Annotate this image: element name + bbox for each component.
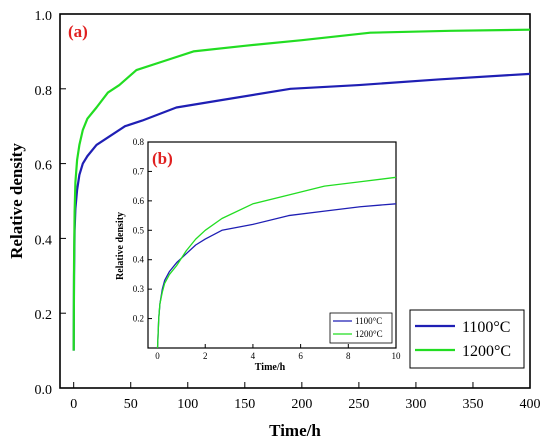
main-x-axis-title: Time/h [269, 421, 321, 440]
inset-y-tick-label: 0.7 [133, 166, 145, 176]
legend-label-1200: 1200°C [462, 343, 511, 360]
main-chart: 0.00.20.40.60.81.0 0 50 100 150 200 250 300 350… [7, 9, 541, 440]
inset-legend-label-1100: 1100°C [355, 316, 382, 326]
main-legend-box [409, 309, 525, 369]
main-legend: 1100°C 1200°C [409, 309, 525, 369]
inset-chart: 0.2 0.3 0.4 0.5 0.6 0.7 0.8 0 2 4 6 8 10 (b) Time/h… [115, 137, 401, 373]
inset-legend-label-1200: 1200°C [355, 329, 383, 339]
inset-y-tick-label: 0.8 [133, 137, 145, 147]
inset-x-tick-label: 6 [298, 351, 303, 361]
inset-legend-box [329, 312, 393, 344]
main-series-lines [72, 28, 531, 351]
main-x-tick-label: 250 [348, 397, 369, 412]
main-y-tick-label: 1.0 [35, 9, 53, 24]
inset-y-tick-label: 0.4 [133, 255, 145, 265]
main-y-tick-label: 0.0 [35, 383, 53, 398]
inset-y-axis-title: Relative density [115, 212, 126, 280]
main-y-axis-title: Relative density [7, 143, 26, 259]
inset-x-tick-label: 8 [346, 351, 351, 361]
main-x-tick-label: 300 [405, 397, 426, 412]
legend-label-1100: 1100°C [462, 319, 510, 336]
inset-plot-frame [147, 141, 397, 349]
main-series-line-1 [72, 28, 531, 351]
inset-y-tick-label: 0.5 [133, 225, 145, 235]
inset-x-tick-label: 2 [203, 351, 208, 361]
inset-y-axis: 0.2 0.3 0.4 0.5 0.6 0.7 0.8 [133, 137, 152, 324]
main-panel-label: (a) [68, 22, 88, 41]
inset-series-line-1 [156, 176, 397, 349]
main-x-tick-label: 0 [70, 397, 77, 412]
inset-y-tick-label: 0.3 [133, 284, 145, 294]
inset-x-tick-label: 4 [251, 351, 256, 361]
main-x-tick-label: 100 [177, 397, 198, 412]
inset-x-tick-label: 10 [392, 351, 402, 361]
inset-panel-label: (b) [152, 149, 173, 168]
main-plot-frame [59, 13, 531, 389]
main-x-tick-label: 150 [234, 397, 255, 412]
inset-y-tick-label: 0.6 [133, 196, 145, 206]
inset-series-lines [156, 176, 397, 349]
main-x-axis: 0 50 100 150 200 250 300 350 400 [70, 382, 541, 412]
main-y-tick-label: 0.2 [35, 308, 53, 323]
inset-x-tick-label: 0 [155, 351, 160, 361]
main-x-tick-label: 400 [520, 397, 541, 412]
main-y-axis: 0.0 0.2 0.4 0.6 0.8 1.0 [35, 9, 66, 398]
main-x-tick-label: 200 [291, 397, 312, 412]
main-x-tick-label: 50 [124, 397, 138, 412]
inset-legend: 1100°C 1200°C [329, 312, 393, 344]
inset-y-tick-label: 0.2 [133, 314, 144, 324]
main-y-tick-label: 0.8 [35, 84, 53, 99]
main-y-tick-label: 0.6 [35, 159, 53, 174]
inset-x-axis-title: Time/h [255, 362, 286, 373]
main-y-tick-label: 0.4 [35, 233, 53, 248]
main-x-tick-label: 350 [462, 397, 483, 412]
